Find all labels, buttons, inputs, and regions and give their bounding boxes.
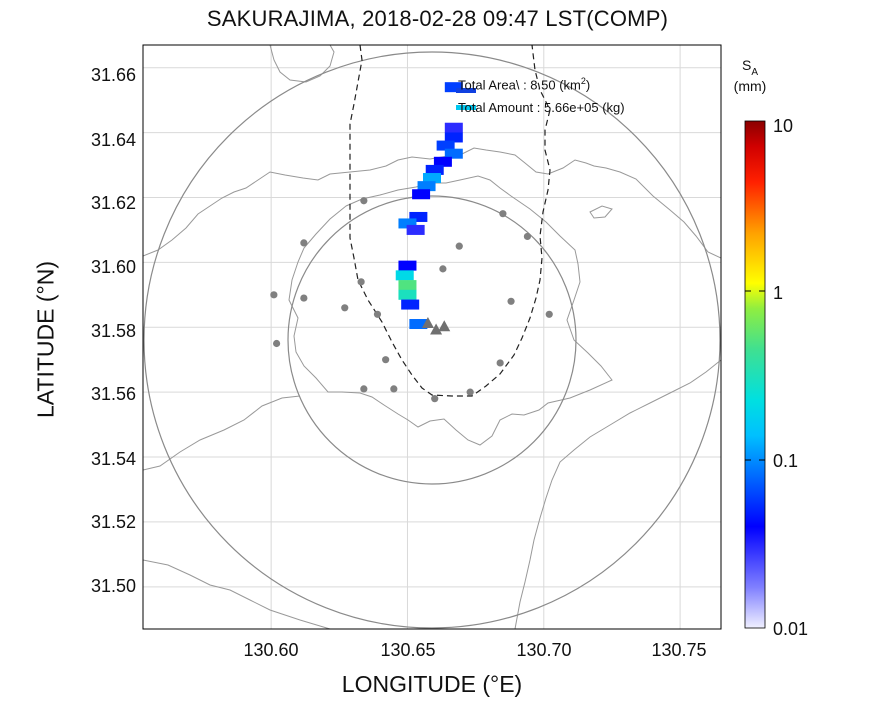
station-marker: [507, 297, 515, 305]
colorbar-unit: (mm): [733, 78, 767, 94]
ash-cell: [406, 224, 425, 235]
ash-cell: [444, 82, 463, 93]
station-marker: [360, 197, 368, 205]
vent-marker: [438, 320, 451, 332]
station-marker: [390, 385, 398, 393]
legend-area-value: : 8.50 (km: [523, 77, 581, 93]
range-circle-outer: [143, 51, 721, 629]
north-coast: [269, 45, 335, 83]
southwest-coast: [143, 559, 331, 629]
y-tick-label: 31.56: [90, 384, 136, 404]
legend-total-area: Total Area\ : 8.50 (km2): [458, 76, 591, 93]
ash-cell: [409, 319, 428, 330]
colorbar-tick-label: 10: [773, 116, 794, 136]
ash-cell: [425, 164, 444, 175]
legend-swatch-area: [456, 88, 476, 93]
station-marker: [300, 294, 308, 302]
range-circle-inner: [287, 195, 577, 485]
chart-title: SAKURAJIMA, 2018-02-28 09:47 LST(COMP): [206, 6, 669, 31]
ash-cell: [398, 289, 417, 300]
ash-cell: [417, 181, 436, 192]
station-marker: [523, 232, 532, 241]
y-tick-label: 31.54: [90, 449, 136, 469]
station-marker: [341, 304, 349, 312]
x-tick-label: 130.75: [651, 640, 707, 660]
y-tick-label: 31.64: [90, 130, 136, 150]
ash-cell: [398, 280, 417, 291]
station-marker: [270, 291, 278, 299]
x-tick-label: 130.65: [380, 640, 436, 660]
ash-cell: [412, 189, 431, 200]
boundary-dashed: [349, 44, 551, 397]
ash-cell: [444, 148, 463, 159]
station-marker: [455, 242, 463, 250]
plot-frame: [142, 44, 722, 630]
y-tick-label: 31.50: [90, 576, 136, 596]
colorbar-tick-label: 0.1: [773, 451, 799, 471]
colorbar: [744, 120, 766, 629]
station-marker: [496, 359, 504, 367]
station-marker: [499, 210, 507, 218]
station-marker: [357, 278, 365, 286]
legend-swatch-amount: [456, 105, 476, 110]
ash-cell: [395, 270, 414, 281]
ash-cell: [409, 211, 428, 222]
station-marker: [431, 395, 439, 403]
colorbar-title: SA (mm): [725, 56, 775, 95]
colorbar-tick-label: 0.01: [773, 619, 809, 639]
ash-cell: [444, 122, 463, 133]
station-marker: [382, 356, 390, 364]
range-circles: [143, 51, 721, 629]
vent-marker: [421, 317, 434, 329]
legend-area-sup: 2: [580, 76, 586, 86]
ash-cell: [444, 132, 463, 143]
station-marker: [360, 385, 368, 393]
sakurajima-coast: [288, 175, 613, 446]
y-tick-label: 31.60: [90, 257, 136, 277]
east-coast: [514, 359, 721, 629]
ash-cell: [436, 140, 455, 151]
ash-cell: [423, 173, 441, 184]
colorbar-tick-label: 1: [773, 283, 784, 303]
station-marker: [466, 388, 474, 396]
legend-area-close: ): [585, 77, 591, 93]
ash-cell: [433, 156, 452, 167]
x-tick-label: 130.70: [516, 640, 572, 660]
station-marker: [373, 310, 382, 318]
island-coast: [589, 205, 613, 219]
west-coast: [143, 395, 301, 471]
y-tick-label: 31.52: [90, 512, 136, 532]
ash-cell: [398, 260, 417, 271]
y-axis-label: LATITUDE (°N): [32, 261, 59, 418]
x-tick-label: 130.60: [243, 640, 299, 660]
station-markers: [270, 197, 553, 403]
vent-markers: [421, 317, 451, 335]
plot-area: [143, 45, 721, 629]
legend-amount-label: Total Amount: [458, 100, 534, 115]
y-tick-label: 31.62: [90, 193, 136, 213]
legend-amount-value: : 5.66e+05 (kg): [536, 100, 625, 115]
colorbar-symbol: S: [741, 57, 752, 73]
legend-area-label: Total Area: [458, 77, 516, 93]
x-axis-label: LONGITUDE (°E): [341, 671, 523, 697]
colorbar-subscript: A: [751, 67, 758, 78]
station-marker: [439, 265, 447, 273]
legend-total-amount: Total Amount : 5.66e+05 (kg): [458, 100, 625, 115]
ash-deposit-cells: [395, 82, 463, 330]
ash-cell: [398, 218, 417, 229]
station-marker: [545, 310, 553, 318]
grid-lines: [143, 45, 721, 629]
y-tick-label: 31.58: [90, 321, 136, 341]
vent-marker: [430, 323, 443, 335]
ash-cell: [401, 299, 420, 310]
y-tick-label: 31.66: [90, 65, 136, 85]
station-marker: [300, 239, 308, 247]
station-marker: [272, 339, 281, 348]
colorbar-ticks: [745, 290, 765, 461]
